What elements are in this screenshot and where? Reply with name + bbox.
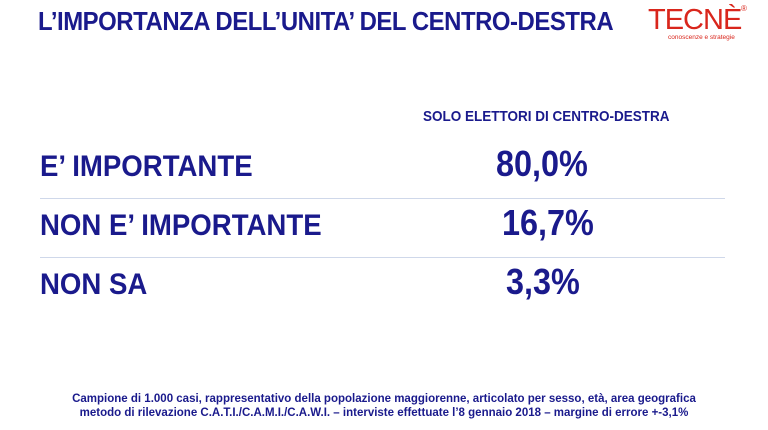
- row-divider: [40, 257, 725, 258]
- row-label-non-importante: NON E’ IMPORTANTE: [40, 209, 322, 242]
- row-divider: [40, 198, 725, 199]
- logo-wordmark: TECNÈ: [648, 4, 742, 36]
- tecne-logo: TECNÈ ® conoscenze e strategie: [648, 4, 758, 44]
- row-value-non-importante: 16,7%: [502, 202, 594, 243]
- registered-mark: ®: [741, 4, 747, 13]
- row-label-non-sa: NON SA: [40, 268, 148, 301]
- row-label-importante: E’ IMPORTANTE: [40, 150, 253, 183]
- column-header: SOLO ELETTORI DI CENTRO-DESTRA: [423, 108, 670, 125]
- page-title: L’IMPORTANZA DELL’UNITA’ DEL CENTRO-DEST…: [38, 6, 614, 36]
- row-value-non-sa: 3,3%: [506, 261, 580, 302]
- footer-methodology-line2: metodo di rilevazione C.A.T.I./C.A.M.I./…: [79, 407, 689, 419]
- logo-tagline: conoscenze e strategie: [668, 34, 735, 41]
- row-value-importante: 80,0%: [496, 143, 588, 184]
- footer-methodology-line1: Campione di 1.000 casi, rappresentativo …: [72, 393, 696, 405]
